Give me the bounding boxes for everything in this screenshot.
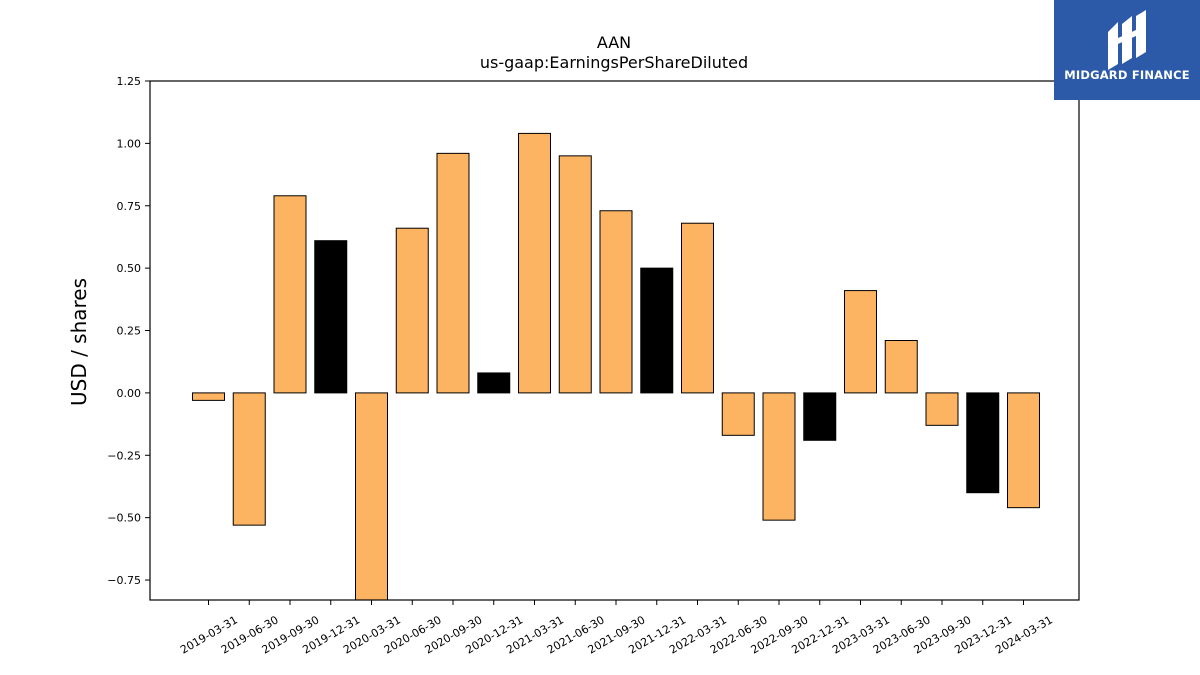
- bar-2023-06-30: [884, 340, 918, 394]
- bar-2024-03-31: [1007, 392, 1040, 509]
- plot-frame: [149, 80, 1080, 601]
- y-axis: −0.75 −0.50 −0.25 0.00 0.25 0.50 0.75 1.00 1.25: [107, 75, 150, 587]
- bar-2021-06-30: [558, 155, 592, 394]
- chart-subtitle: us-gaap:EarningsPerShareDiluted: [480, 53, 748, 72]
- bars-group: [192, 132, 1040, 601]
- bar-2022-06-30: [721, 392, 755, 436]
- y-tick-label: 1.00: [117, 137, 142, 150]
- y-tick-label: −0.75: [107, 574, 141, 587]
- bar-2020-03-31: [355, 392, 388, 601]
- bar-2022-12-31: [803, 392, 837, 441]
- bar-2020-09-30: [436, 152, 470, 394]
- bar-2019-12-31: [314, 240, 348, 394]
- bar-2019-09-30: [273, 195, 307, 394]
- y-tick-label: −0.25: [107, 449, 141, 462]
- bar-2020-12-31: [477, 372, 511, 394]
- bar-2023-03-31: [844, 290, 877, 394]
- x-axis: 2019-03-312019-06-302019-09-302019-12-31…: [178, 600, 1055, 657]
- y-tick-label: 1.25: [117, 75, 142, 88]
- bar-2021-12-31: [640, 267, 674, 394]
- midgard-logo-icon: [1108, 10, 1146, 70]
- y-tick-label: −0.50: [107, 512, 141, 525]
- bar-2023-09-30: [925, 392, 959, 426]
- y-axis-label: USD / shares: [67, 278, 91, 406]
- bar-2022-03-31: [681, 222, 714, 394]
- bar-2019-06-30: [232, 392, 266, 526]
- bar-2020-06-30: [395, 227, 429, 394]
- y-tick-label: 0.25: [117, 325, 142, 338]
- bar-2023-12-31: [966, 392, 1000, 494]
- brand-name: MIDGARD FINANCE: [1064, 68, 1190, 82]
- y-tick-label: 0.75: [117, 200, 142, 213]
- bar-2021-09-30: [599, 210, 633, 394]
- brand-logo: MIDGARD FINANCE: [1054, 0, 1200, 100]
- bar-2021-03-31: [518, 132, 551, 394]
- chart-title: AAN: [597, 33, 631, 52]
- y-tick-label: 0.50: [117, 262, 142, 275]
- y-tick-label: 0.00: [117, 387, 142, 400]
- bar-2019-03-31: [192, 392, 225, 401]
- bar-2022-09-30: [762, 392, 796, 521]
